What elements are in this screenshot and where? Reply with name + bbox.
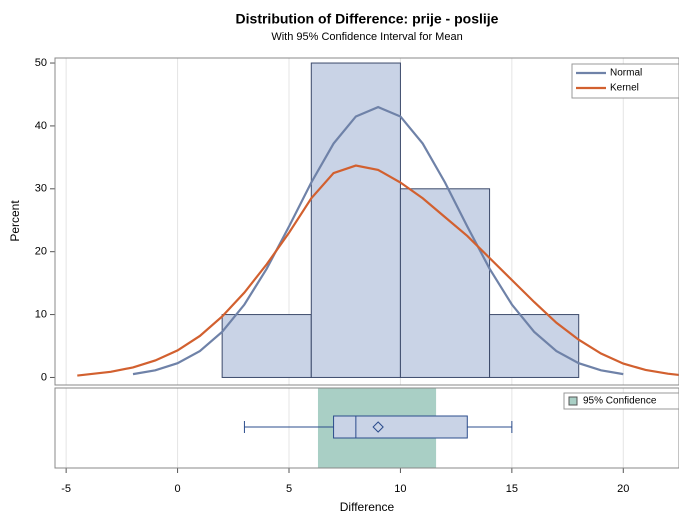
x-tick-label: 0 bbox=[175, 483, 181, 495]
y-tick-label: 10 bbox=[35, 308, 47, 320]
x-tick-label: 15 bbox=[506, 483, 518, 495]
y-axis-label: Percent bbox=[8, 200, 22, 242]
bar bbox=[399, 188, 491, 378]
x-tick-label: 20 bbox=[617, 483, 629, 495]
density-curve bbox=[77, 164, 679, 377]
y-tick-label: 40 bbox=[35, 120, 47, 132]
legend-swatch bbox=[568, 396, 578, 406]
legend-label: 95% Confidence bbox=[583, 396, 657, 407]
box bbox=[333, 415, 468, 439]
legend-frame bbox=[563, 392, 679, 410]
y-tick-label: 20 bbox=[35, 246, 47, 258]
legend-frame bbox=[571, 63, 679, 99]
legend-label: Kernel bbox=[610, 83, 639, 94]
mean-marker bbox=[372, 421, 384, 433]
axes: -5 0 5 10 15 20 0 10 20 30 40 50 bbox=[35, 57, 630, 495]
y-tick-label: 0 bbox=[41, 371, 47, 383]
boxplot-panel bbox=[65, 388, 624, 468]
bar bbox=[489, 314, 580, 378]
chart-title: Distribution of Difference: prije - posl… bbox=[236, 11, 499, 27]
x-axis-label: Difference bbox=[340, 500, 395, 514]
x-tick-label: -5 bbox=[61, 483, 71, 495]
x-tick-label: 10 bbox=[394, 483, 406, 495]
y-tick-label: 50 bbox=[35, 57, 47, 69]
density-curve bbox=[132, 105, 624, 376]
histogram-panel bbox=[65, 58, 679, 385]
ci-legend: 95% Confidence bbox=[563, 392, 679, 410]
legend-label: Normal bbox=[610, 68, 642, 79]
y-tick-label: 30 bbox=[35, 183, 47, 195]
legend: Normal Kernel bbox=[571, 63, 679, 99]
upper-frame bbox=[54, 57, 679, 386]
lower-frame bbox=[54, 387, 679, 469]
chart-subtitle: With 95% Confidence Interval for Mean bbox=[271, 31, 462, 43]
x-tick-label: 5 bbox=[286, 483, 292, 495]
bar bbox=[221, 314, 312, 378]
